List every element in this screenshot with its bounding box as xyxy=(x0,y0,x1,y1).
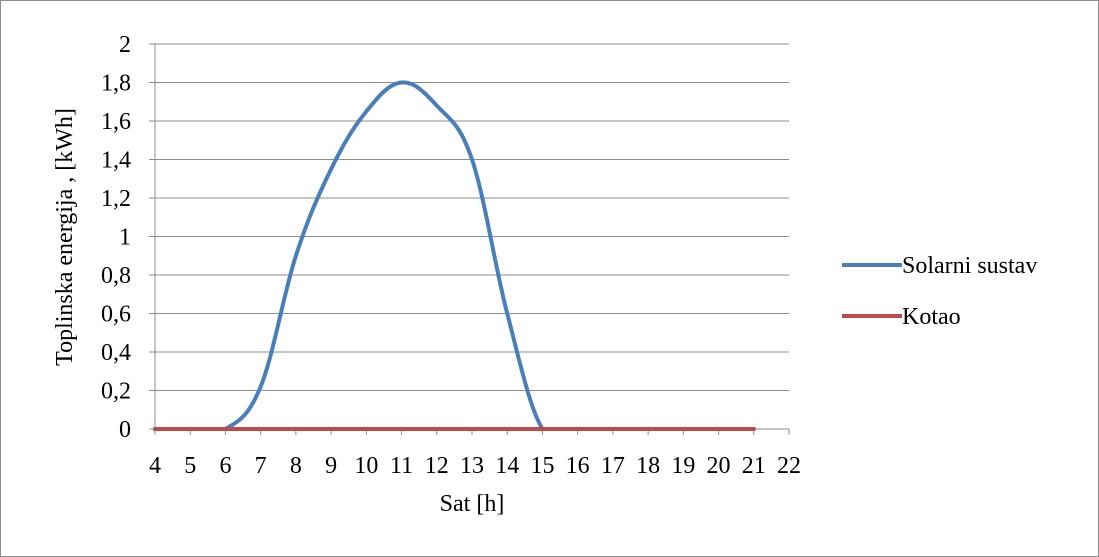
x-tick-label: 14 xyxy=(495,453,519,479)
x-tick-label: 15 xyxy=(530,453,554,479)
y-tick-label: 0 xyxy=(119,417,131,443)
y-tick-label: 1,8 xyxy=(101,71,131,97)
x-tick-label: 5 xyxy=(184,453,196,479)
x-tick-label: 19 xyxy=(671,453,695,479)
x-tick-label: 7 xyxy=(255,453,267,479)
gridlines xyxy=(155,43,789,430)
x-tick-label: 11 xyxy=(390,453,413,479)
series-line-solarni-sustav xyxy=(153,80,756,432)
x-tick-label: 16 xyxy=(566,453,590,479)
y-axis-title: Toplinska energija , [kWh] xyxy=(52,108,78,366)
y-tick-label: 0,6 xyxy=(101,302,131,328)
x-axis-title: Sat [h] xyxy=(440,491,505,517)
series-lines xyxy=(153,80,756,432)
x-tick-label: 22 xyxy=(777,453,801,479)
y-tick-label: 0,2 xyxy=(101,379,131,405)
x-tick-label: 6 xyxy=(219,453,231,479)
axes xyxy=(149,43,790,435)
legend: Solarni sustav Kotao xyxy=(842,253,1037,330)
y-tick-label: 1,2 xyxy=(101,186,131,212)
x-tick-label: 9 xyxy=(325,453,337,479)
y-tick-labels: 0 0,2 0,4 0,6 0,8 1 1,2 1,4 1,6 1,8 2 xyxy=(101,32,131,443)
x-tick-label: 21 xyxy=(742,453,766,479)
x-tick-label: 13 xyxy=(460,453,484,479)
x-tick-label: 12 xyxy=(425,453,449,479)
x-tick-label: 20 xyxy=(707,453,731,479)
legend-label-solarni-sustav: Solarni sustav xyxy=(902,253,1037,279)
x-tick-labels: 4 5 6 7 8 9 10 11 12 13 14 15 16 17 18 19 20 21 22 xyxy=(149,453,801,479)
y-tick-label: 1,6 xyxy=(101,109,131,135)
y-tick-label: 1,4 xyxy=(101,148,131,174)
legend-label-kotao: Kotao xyxy=(902,304,961,330)
y-tick-label: 0,8 xyxy=(101,263,131,289)
x-tick-label: 4 xyxy=(149,453,161,479)
y-tick-label: 2 xyxy=(119,32,131,58)
x-tick-label: 10 xyxy=(354,453,378,479)
y-tick-label: 1 xyxy=(119,225,131,251)
x-tick-label: 17 xyxy=(601,453,625,479)
x-tick-label: 8 xyxy=(290,453,302,479)
x-tick-label: 18 xyxy=(636,453,660,479)
y-tick-label: 0,4 xyxy=(101,340,131,366)
